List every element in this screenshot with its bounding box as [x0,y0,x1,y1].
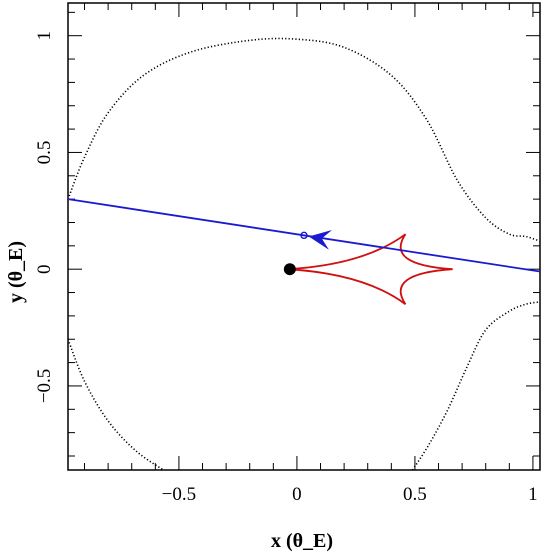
x-tick-labels: −0.5 0 0.5 1 [162,484,538,505]
critical-curve-lower-right [411,301,540,470]
y-tick-labels: −0.5 0 0.5 1 [34,31,55,403]
lens-marker [283,263,296,276]
y-tick-label: 0.5 [34,141,55,165]
x-tick-label: 1 [528,484,538,505]
plot-frame [67,2,541,471]
y-tick-label: 0 [34,264,55,274]
x-axis-label-text: x (θ_E) [271,530,333,552]
plot-content [68,37,540,470]
y-tick-label: 1 [34,31,55,41]
source-trajectory [68,198,540,273]
source-marker [300,231,308,240]
y-tick-label: −0.5 [34,369,55,403]
plot-area [67,2,541,471]
x-tick-label: −0.5 [162,484,196,505]
trajectory-arrow [308,229,332,250]
x-tick-label: 0 [292,484,302,505]
y-axis-label: y (θ_E) [5,241,27,303]
y-axis-label-text: y (θ_E) [5,241,27,303]
critical-curve-lower-left [68,338,166,470]
x-tick-label: 0.5 [403,484,427,505]
x-axis-label: x (θ_E) [271,530,333,552]
